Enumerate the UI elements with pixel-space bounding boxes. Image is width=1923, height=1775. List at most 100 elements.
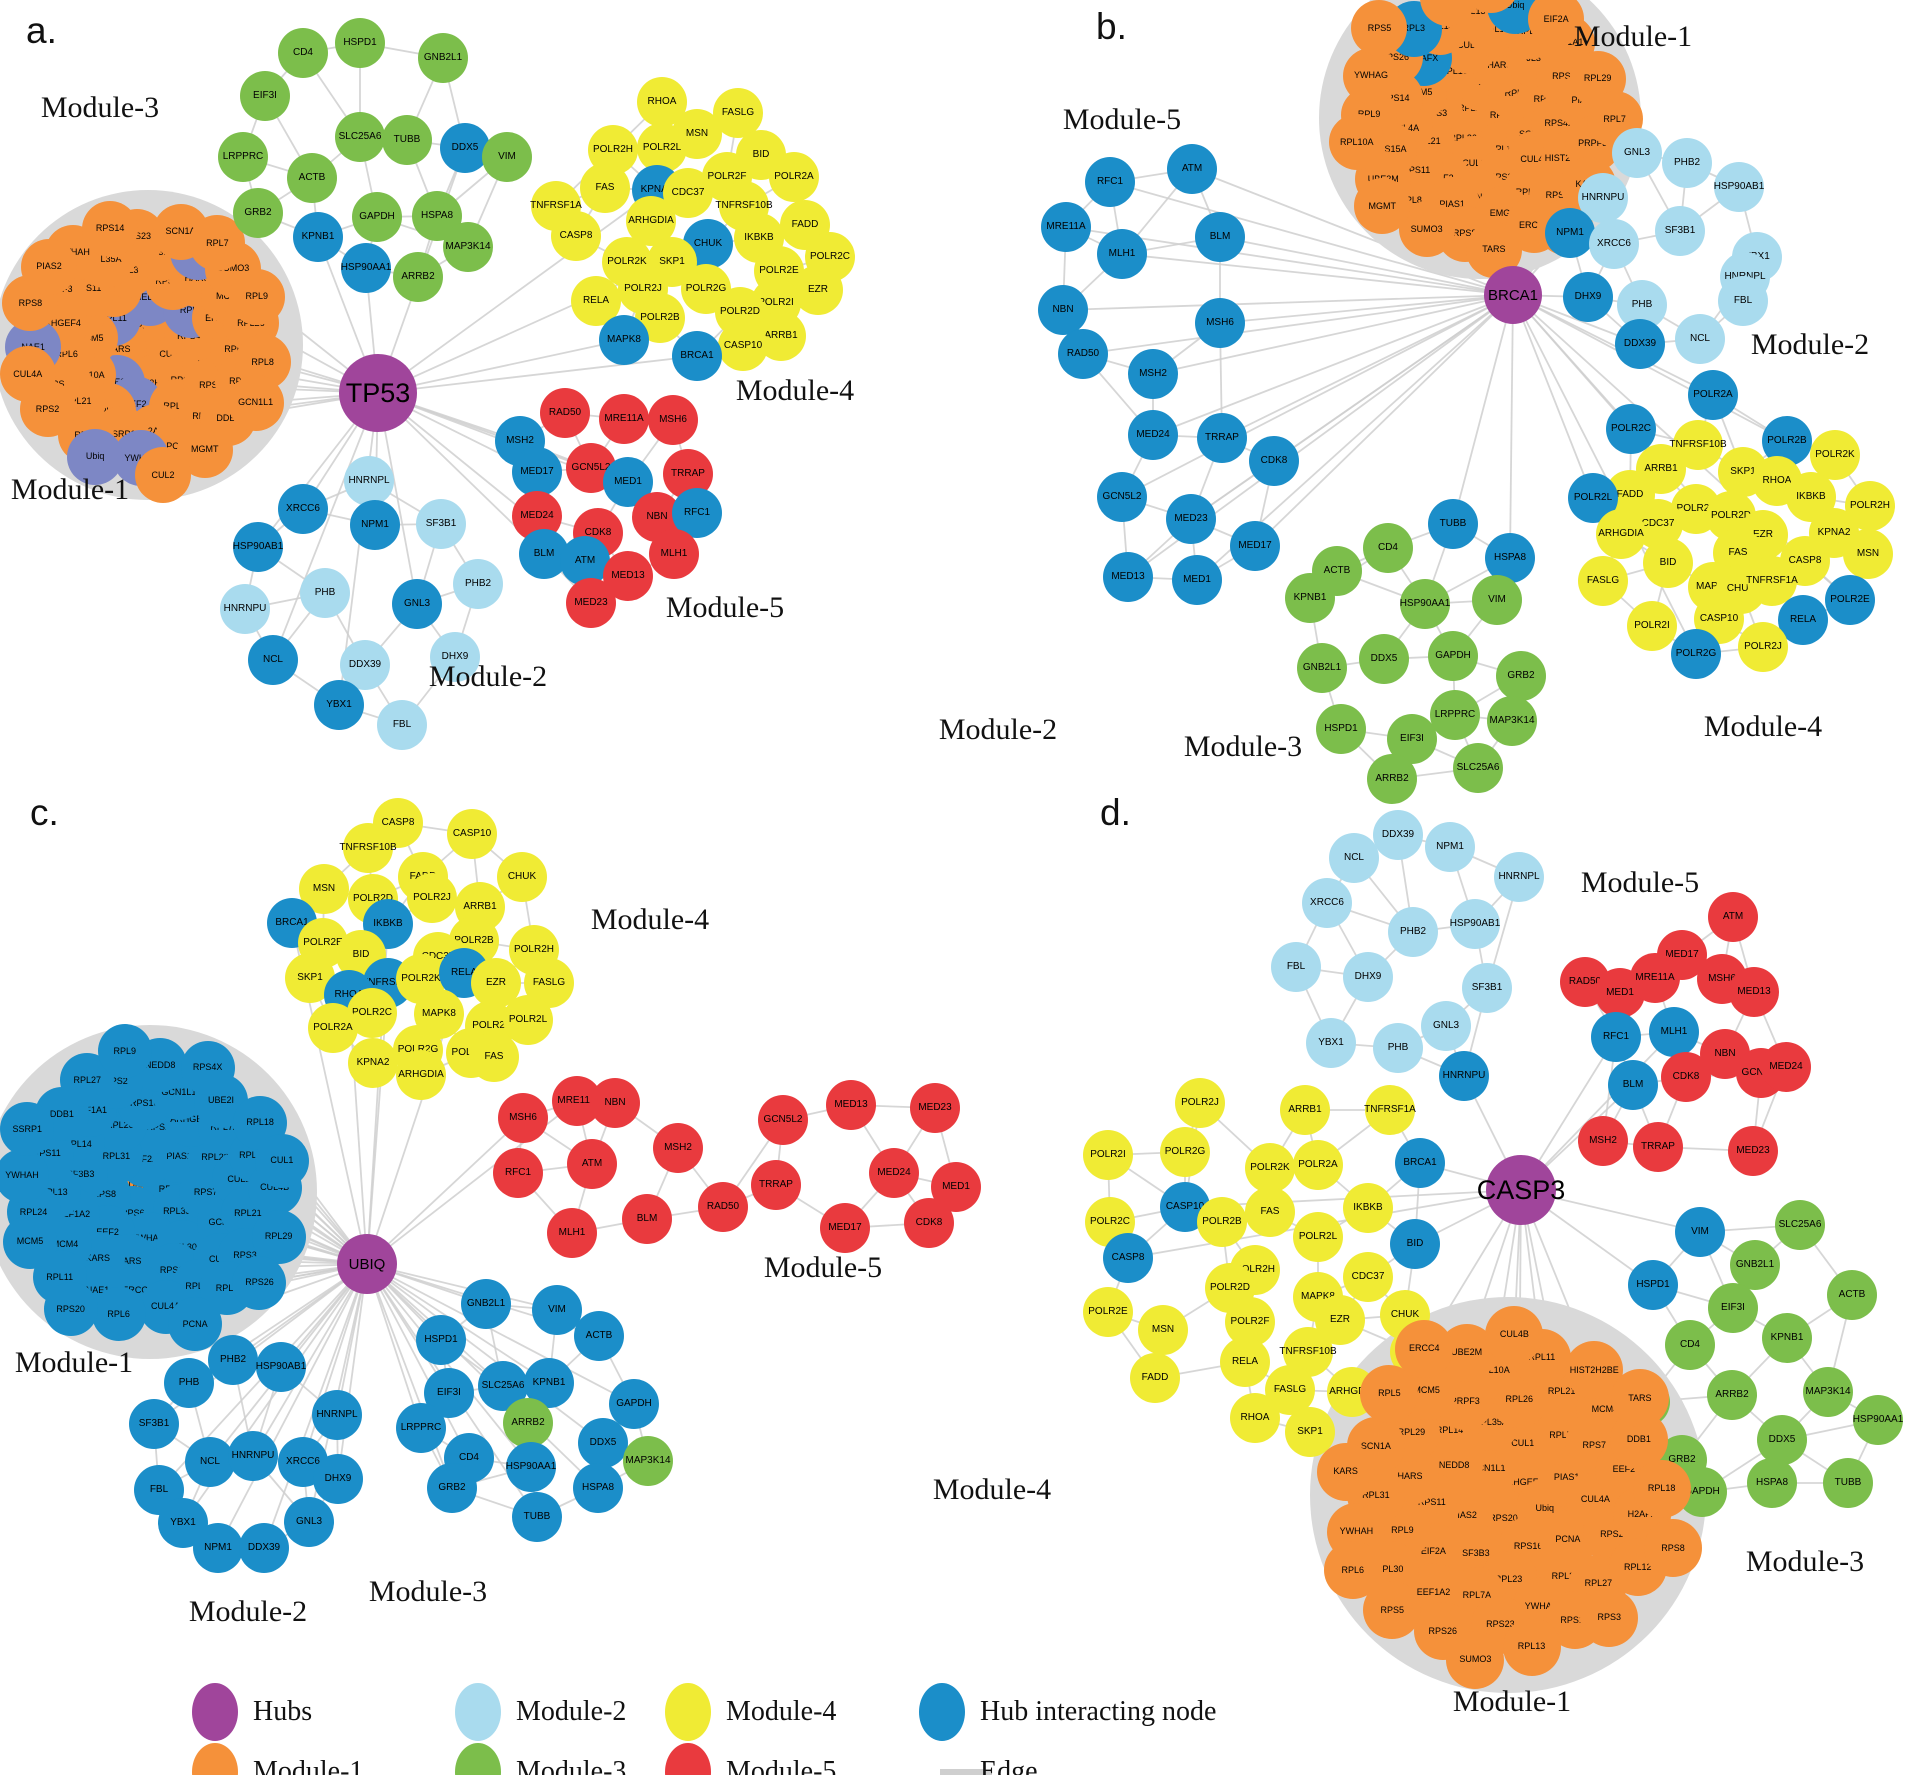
- node-ACTB[interactable]: ACTB: [1827, 1270, 1877, 1320]
- node-HSP90AA1[interactable]: HSP90AA1: [341, 243, 391, 293]
- node-CASP8[interactable]: CASP8: [551, 211, 601, 261]
- node-BLM[interactable]: BLM: [1195, 212, 1245, 262]
- node-FAS[interactable]: FAS: [1245, 1187, 1295, 1237]
- node-GCN1L1[interactable]: GCN1L1: [227, 374, 284, 431]
- node-MAP3K14[interactable]: MAP3K14: [443, 222, 493, 272]
- node-RPS14[interactable]: RPS14: [82, 200, 139, 257]
- node-MED17[interactable]: MED17: [512, 447, 562, 497]
- node-ATM[interactable]: ATM: [1167, 144, 1217, 194]
- node-PHB2[interactable]: PHB2: [453, 559, 503, 609]
- node-MED24[interactable]: MED24: [1761, 1042, 1811, 1092]
- node-GNL3[interactable]: GNL3: [392, 579, 442, 629]
- node-BID[interactable]: BID: [1390, 1219, 1440, 1269]
- node-MED1[interactable]: MED1: [1172, 555, 1222, 605]
- node-RAD50[interactable]: RAD50: [540, 388, 590, 438]
- node-POLR2J[interactable]: POLR2J: [1738, 622, 1788, 672]
- node-MED13[interactable]: MED13: [1103, 552, 1153, 602]
- node-ATM[interactable]: ATM: [1708, 892, 1758, 942]
- node-HSP90AA1[interactable]: HSP90AA1: [1400, 579, 1450, 629]
- node-MSH6[interactable]: MSH6: [1195, 298, 1245, 348]
- node-RAD50[interactable]: RAD50: [1058, 329, 1108, 379]
- node-TRRAP[interactable]: TRRAP: [751, 1160, 801, 1210]
- node-YWHAG[interactable]: YWHAG: [1343, 47, 1400, 104]
- node-POLR2K[interactable]: POLR2K: [1245, 1143, 1295, 1193]
- node-RFC1[interactable]: RFC1: [493, 1148, 543, 1198]
- node-RELA[interactable]: RELA: [1220, 1337, 1270, 1387]
- node-HSPD1[interactable]: HSPD1: [1316, 704, 1366, 754]
- node-SUMO3[interactable]: SUMO3: [1446, 1630, 1505, 1689]
- node-YBX1[interactable]: YBX1: [314, 680, 364, 730]
- node-TUBB[interactable]: TUBB: [1823, 1458, 1873, 1508]
- node-MAP3K14[interactable]: MAP3K14: [1487, 696, 1537, 746]
- node-NPM1[interactable]: NPM1: [193, 1523, 243, 1573]
- node-ARRB2[interactable]: ARRB2: [503, 1398, 553, 1448]
- node-IKBKB[interactable]: IKBKB: [1343, 1183, 1393, 1233]
- node-PHB2[interactable]: PHB2: [1662, 138, 1712, 188]
- node-POLR2A[interactable]: POLR2A: [769, 152, 819, 202]
- node-HSPA8[interactable]: HSPA8: [1747, 1458, 1797, 1508]
- hub-node-CASP3[interactable]: CASP3: [1477, 1155, 1565, 1225]
- node-MED23[interactable]: MED23: [910, 1083, 960, 1133]
- node-GNL3[interactable]: GNL3: [1421, 1001, 1471, 1051]
- node-MED23[interactable]: MED23: [1728, 1126, 1778, 1176]
- node-RAD50[interactable]: RAD50: [698, 1182, 748, 1232]
- node-TRRAP[interactable]: TRRAP: [1633, 1122, 1683, 1172]
- node-PIAS2[interactable]: PIAS2: [21, 238, 78, 295]
- node-DDX39[interactable]: DDX39: [1615, 319, 1665, 369]
- node-SF3B1[interactable]: SF3B1: [1462, 963, 1512, 1013]
- node-FAS[interactable]: FAS: [469, 1032, 519, 1082]
- node-RPL10A[interactable]: RPL10A: [1328, 114, 1385, 171]
- node-MED13[interactable]: MED13: [1729, 967, 1779, 1017]
- node-SLC25A6[interactable]: SLC25A6: [1453, 743, 1503, 793]
- hub-node-UBIQ[interactable]: UBIQ: [337, 1234, 397, 1294]
- node-GNL3[interactable]: GNL3: [1612, 128, 1662, 178]
- node-DDX39[interactable]: DDX39: [1373, 810, 1423, 860]
- node-MAPK8[interactable]: MAPK8: [599, 315, 649, 365]
- node-DHX9[interactable]: DHX9: [1343, 952, 1393, 1002]
- node-DDX39[interactable]: DDX39: [239, 1523, 289, 1573]
- node-POLR2A[interactable]: POLR2A: [308, 1003, 358, 1053]
- node-ARRB1[interactable]: ARRB1: [1280, 1085, 1330, 1135]
- node-LRPPRC[interactable]: LRPPRC: [218, 132, 268, 182]
- node-MED24[interactable]: MED24: [1128, 410, 1178, 460]
- node-MAP3K14[interactable]: MAP3K14: [623, 1436, 673, 1486]
- node-GCN5L2[interactable]: GCN5L2: [1097, 472, 1147, 522]
- node-PHB[interactable]: PHB: [300, 568, 350, 618]
- node-FBL[interactable]: FBL: [377, 700, 427, 750]
- node-TNFRSF10B[interactable]: TNFRSF10B: [339, 823, 397, 873]
- node-MED23[interactable]: MED23: [566, 578, 616, 628]
- node-MAP3K14[interactable]: MAP3K14: [1803, 1367, 1853, 1417]
- node-HNRNPL[interactable]: HNRNPL: [344, 456, 394, 506]
- node-HSP90AB1[interactable]: HSP90AB1: [233, 522, 283, 572]
- node-NCL[interactable]: NCL: [248, 635, 298, 685]
- node-ATM[interactable]: ATM: [560, 536, 610, 586]
- node-RPL13[interactable]: RPL13: [1502, 1617, 1561, 1676]
- node-XRCC6[interactable]: XRCC6: [1302, 878, 1352, 928]
- node-MED13[interactable]: MED13: [826, 1080, 876, 1130]
- node-FASLG[interactable]: FASLG: [1578, 556, 1628, 606]
- node-RPL6[interactable]: RPL6: [1323, 1541, 1382, 1600]
- node-GNB2L1[interactable]: GNB2L1: [1297, 643, 1347, 693]
- node-KPNB1[interactable]: KPNB1: [1285, 573, 1335, 623]
- node-PHB[interactable]: PHB: [164, 1358, 214, 1408]
- node-CD4[interactable]: CD4: [1665, 1320, 1715, 1370]
- node-DDX5[interactable]: DDX5: [1359, 634, 1409, 684]
- node-MRE11A[interactable]: MRE11A: [1041, 202, 1091, 252]
- node-GRB2[interactable]: GRB2: [1496, 651, 1546, 701]
- node-NCL[interactable]: NCL: [185, 1437, 235, 1487]
- node-HSPA8[interactable]: HSPA8: [573, 1463, 623, 1513]
- node-CASP10[interactable]: CASP10: [718, 321, 768, 371]
- node-FADD[interactable]: FADD: [1130, 1353, 1180, 1403]
- node-FAS[interactable]: FAS: [580, 163, 630, 213]
- node-SF3B1[interactable]: SF3B1: [1655, 206, 1705, 256]
- node-CHUK[interactable]: CHUK: [497, 852, 547, 902]
- node-GNB2L1[interactable]: GNB2L1: [418, 33, 468, 83]
- node-KPNB1[interactable]: KPNB1: [1762, 1313, 1812, 1363]
- node-LRPPRC[interactable]: LRPPRC: [1430, 690, 1480, 740]
- node-HSP90AB1[interactable]: HSP90AB1: [256, 1342, 306, 1392]
- node-HNRNPL[interactable]: HNRNPL: [312, 1390, 362, 1440]
- node-POLR2A[interactable]: POLR2A: [1688, 370, 1738, 420]
- node-NPM1[interactable]: NPM1: [1425, 822, 1475, 872]
- node-DHX9[interactable]: DHX9: [1563, 272, 1613, 322]
- node-CUL4B[interactable]: CUL4B: [1485, 1305, 1544, 1364]
